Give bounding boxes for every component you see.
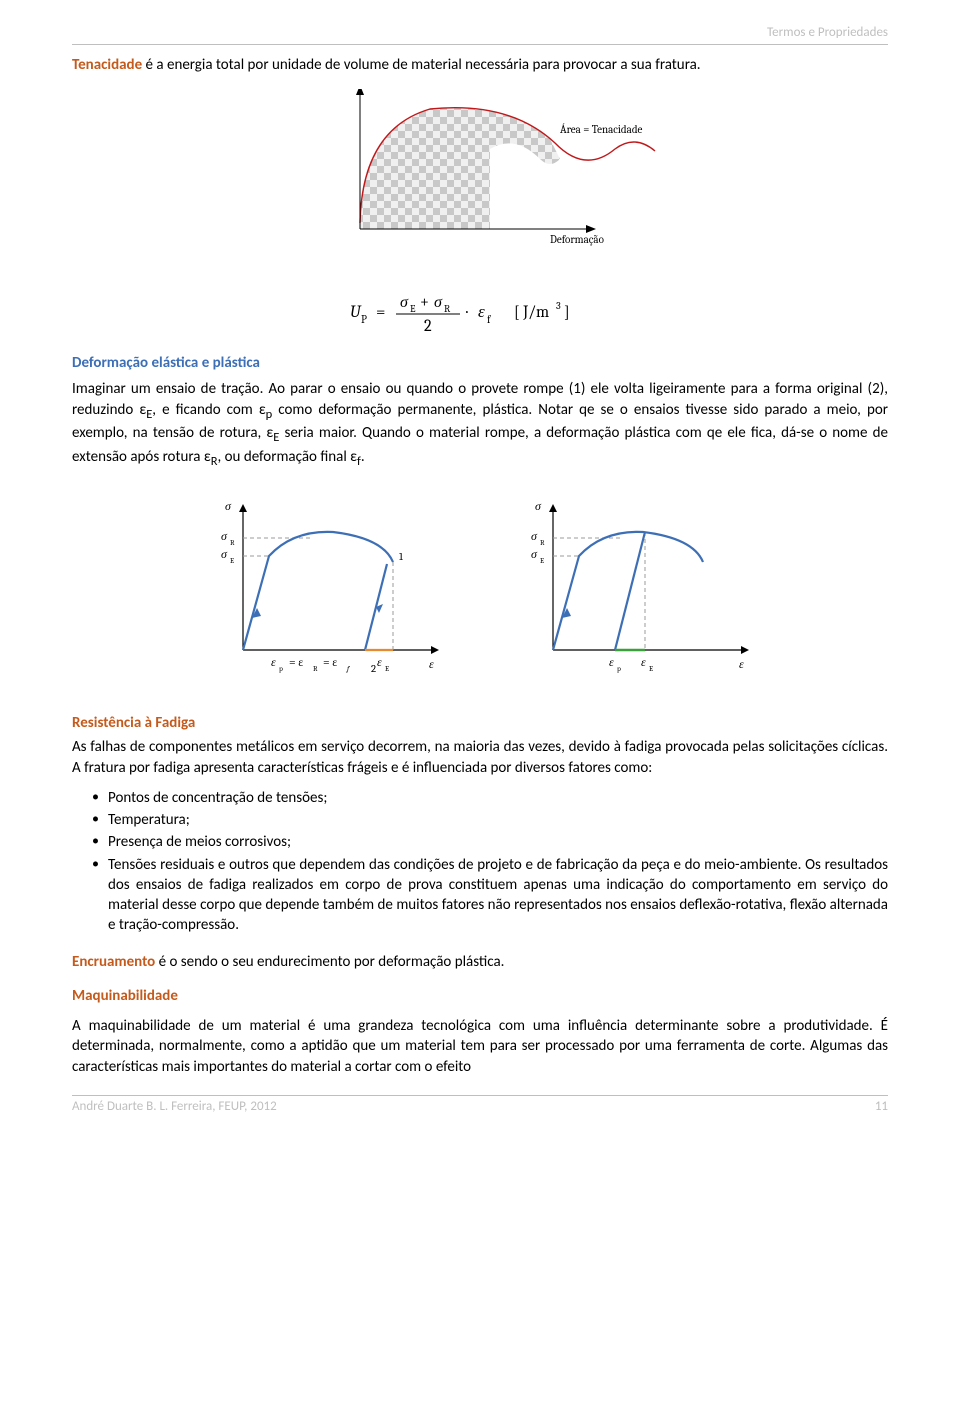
svg-text:ε: ε [609, 655, 614, 669]
fatigue-bullet: Pontos de concentração de tensões; [72, 788, 888, 808]
svg-text:σ: σ [531, 547, 538, 561]
svg-text:Tensão: Tensão [366, 89, 397, 90]
maquinabilidade-paragraph: A maquinabilidade de um material é uma g… [72, 1016, 888, 1077]
svg-text:+: + [420, 293, 429, 312]
fatigue-bullets: Pontos de concentração de tensões;Temper… [72, 788, 888, 936]
svg-text:σ: σ [434, 293, 443, 312]
svg-text:P: P [361, 313, 367, 326]
svg-text:ε: ε [377, 655, 382, 669]
encruamento-paragraph: Encruamento é o sendo o seu endureciment… [72, 952, 888, 972]
svg-text:= ε: = ε [323, 655, 337, 669]
dp-t5: , ou deformação final ε [218, 448, 357, 466]
svg-text:·: · [466, 303, 468, 322]
svg-text:R: R [444, 303, 451, 315]
maquinabilidade-para-text: A maquinabilidade de um material é uma g… [72, 1017, 888, 1076]
formula: UP=σE+σR2·εf[ J/m3] [310, 283, 650, 335]
svg-text:R: R [230, 538, 235, 547]
maquinabilidade-heading-text: Maquinabilidade [72, 987, 178, 1005]
svg-text:ε: ε [271, 655, 276, 669]
svg-text:Área = Tenacidade: Área = Tenacidade [560, 123, 643, 136]
svg-text:σ: σ [221, 547, 228, 561]
svg-text:E: E [385, 664, 389, 673]
svg-text:p: p [617, 664, 621, 673]
svg-text:2: 2 [371, 662, 376, 675]
tenacity-chart: Tensão Deformação Área = Tenacidade [300, 89, 660, 259]
svg-text:σ: σ [400, 293, 409, 312]
dp-s4: R [211, 454, 218, 469]
tenacidade-paragraph: Tenacidade é a energia total por unidade… [72, 55, 888, 75]
stress-strain-right: σσRσEεpεEε [505, 495, 765, 685]
fatigue-bullet: Temperatura; [72, 810, 888, 830]
dp-t6: . [361, 448, 365, 466]
svg-text:p: p [279, 664, 283, 673]
svg-text:f: f [345, 664, 351, 673]
dp-t2: , e ficando com ε [152, 401, 265, 419]
fatigue-paragraph: As falhas de componentes metálicos em se… [72, 737, 888, 778]
svg-text:σ: σ [221, 529, 228, 543]
fatigue-heading: Resistência à Fadiga [72, 713, 888, 733]
encruamento-rest: é o sendo o seu endurecimento por deform… [155, 953, 504, 971]
fatigue-bullet: Tensões residuais e outros que dependem … [72, 855, 888, 936]
svg-text:σ: σ [531, 529, 538, 543]
svg-text:R: R [313, 664, 318, 673]
stress-strain-left: σσRσE12εp= εR= εfεEε [195, 495, 455, 685]
footer-left: André Duarte B. L. Ferreira, FEUP, 2012 [72, 1098, 277, 1116]
svg-text:E: E [649, 664, 653, 673]
svg-text:= ε: = ε [289, 655, 303, 669]
footer-right: 11 [875, 1098, 888, 1116]
svg-text:ε: ε [641, 655, 646, 669]
page-header: Termos e Propriedades [72, 24, 888, 45]
svg-text:σ: σ [535, 499, 542, 513]
twin-charts: σσRσE12εp= εR= εfεEε σσRσEεpεEε [72, 495, 888, 685]
svg-text:[ J/m: [ J/m [514, 303, 549, 322]
svg-text:ε: ε [478, 303, 485, 322]
svg-text:1: 1 [399, 550, 404, 563]
fatigue-heading-text: Resistência à Fadiga [72, 714, 195, 732]
svg-text:=: = [376, 303, 385, 322]
svg-text:]: ] [564, 303, 570, 322]
fatigue-para-text: As falhas de componentes metálicos em se… [72, 738, 888, 776]
svg-text:3: 3 [556, 300, 561, 312]
svg-text:Deformação: Deformação [550, 233, 604, 246]
header-text: Termos e Propriedades [767, 25, 888, 40]
svg-text:2: 2 [424, 317, 432, 335]
tenacidade-rest: é a energia total por unidade de volume … [142, 56, 700, 74]
encruamento-term: Encruamento [72, 953, 155, 971]
maquinabilidade-heading: Maquinabilidade [72, 986, 888, 1006]
page-footer: André Duarte B. L. Ferreira, FEUP, 2012 … [72, 1095, 888, 1116]
fatigue-bullet: Presença de meios corrosivos; [72, 832, 888, 852]
svg-text:σ: σ [225, 499, 232, 513]
svg-text:ε: ε [739, 657, 744, 671]
svg-text:E: E [410, 303, 416, 315]
svg-text:E: E [540, 556, 544, 565]
deformacao-heading-text: Deformação elástica e plástica [72, 354, 260, 372]
deformacao-paragraph: Imaginar um ensaio de tração. Ao parar o… [72, 379, 888, 471]
formula-row: UP=σE+σR2·εf[ J/m3] [72, 283, 888, 335]
tenacidade-term: Tenacidade [72, 56, 142, 74]
svg-text:E: E [230, 556, 234, 565]
tenacity-figure: Tensão Deformação Área = Tenacidade [72, 89, 888, 265]
svg-text:ε: ε [429, 657, 434, 671]
svg-text:R: R [540, 538, 545, 547]
deformacao-heading: Deformação elástica e plástica [72, 353, 888, 373]
svg-text:f: f [487, 313, 492, 326]
